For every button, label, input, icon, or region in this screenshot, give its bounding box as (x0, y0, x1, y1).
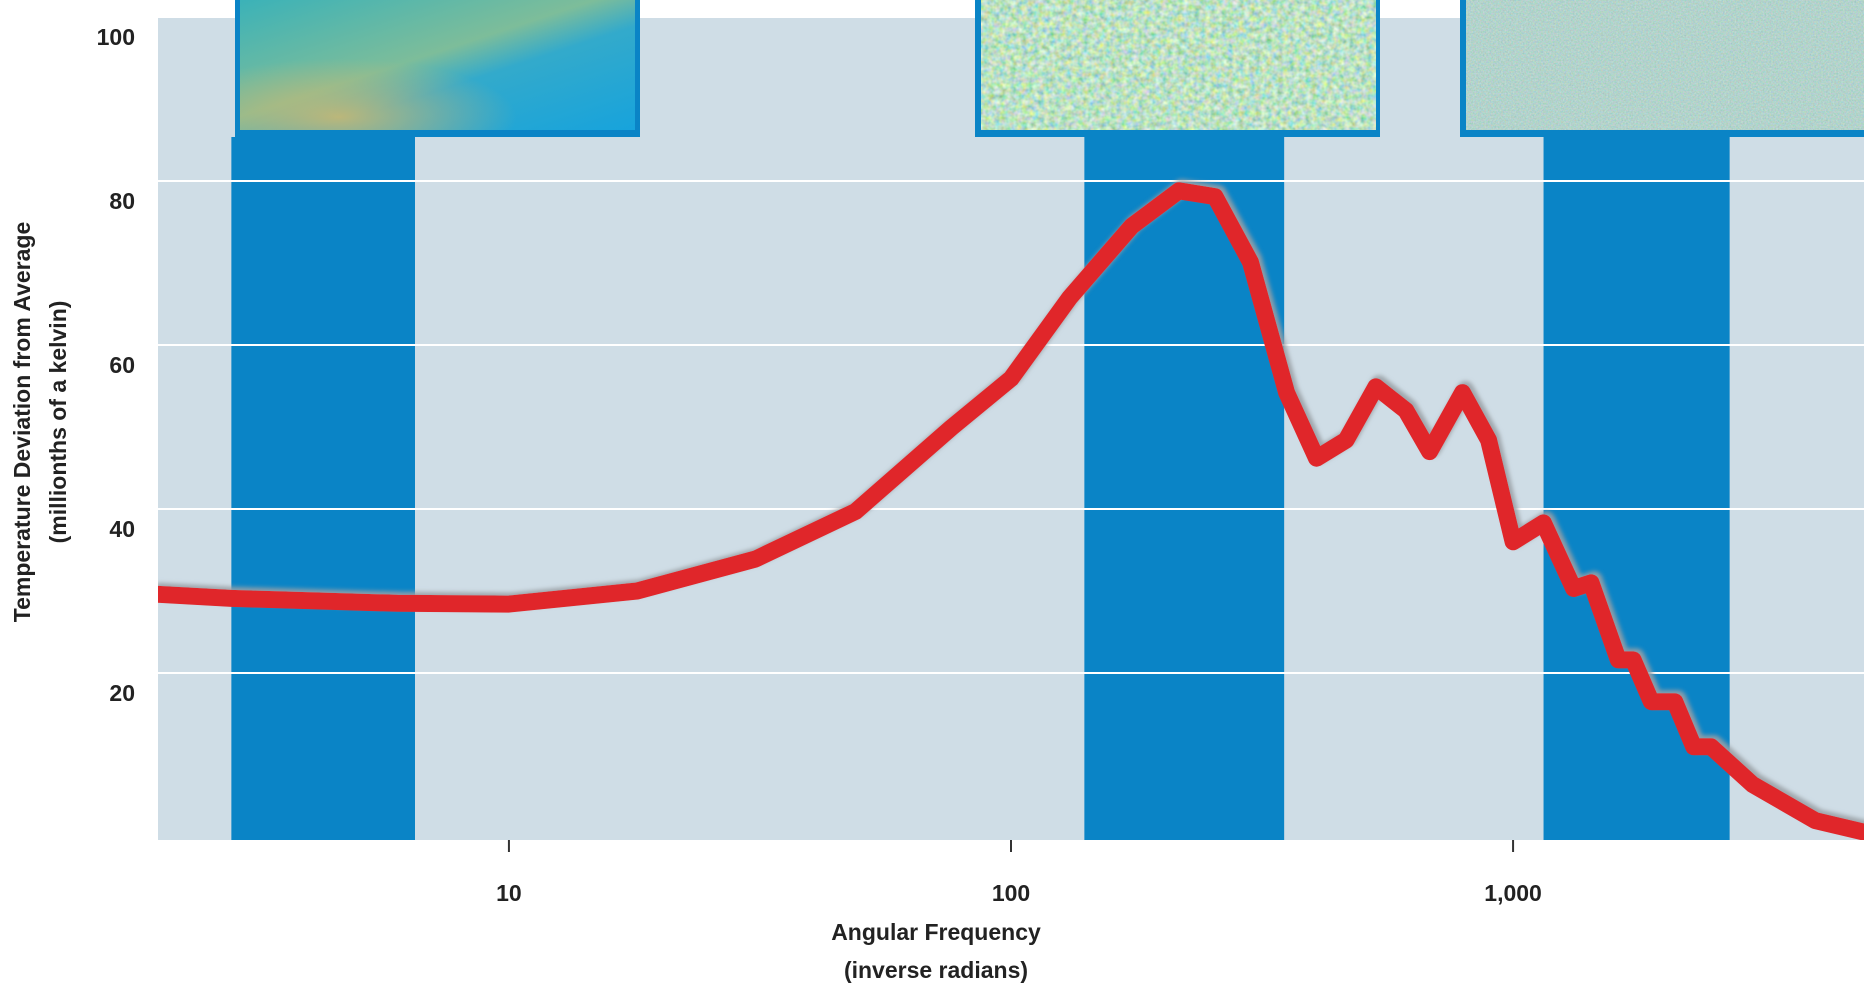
y-tick-label: 60 (109, 352, 135, 378)
thumbnail-overlay (240, 0, 635, 130)
thumbnail-medium-scale (981, 0, 1376, 130)
x-axis-subtitle: (inverse radians) (844, 957, 1028, 983)
y-axis-subtitle: (millionths of a kelvin) (45, 301, 71, 544)
y-tick-label: 100 (97, 24, 135, 50)
x-axis-title: Angular Frequency (831, 919, 1041, 945)
axes: 20 40 60 80 100 10 100 1,000 (97, 24, 1542, 906)
x-tick-label: 100 (992, 880, 1030, 906)
highlight-band (1543, 137, 1730, 840)
y-axis-title: Temperature Deviation from Average (9, 222, 35, 623)
y-tick-label: 40 (109, 516, 135, 542)
y-tick-label: 20 (109, 680, 135, 706)
thumbnails (235, 0, 1864, 137)
x-tick-label: 10 (496, 880, 522, 906)
data-line (158, 182, 1864, 840)
y-tick-label: 80 (109, 188, 135, 214)
series (158, 182, 1864, 840)
thumbnail-small-scale (1466, 0, 1864, 130)
highlight-band (231, 137, 416, 840)
x-tick-label: 1,000 (1484, 880, 1542, 906)
